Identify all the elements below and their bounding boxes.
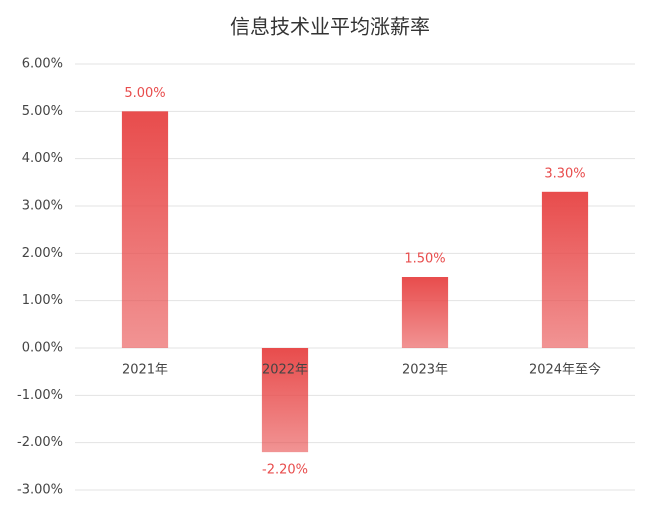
y-tick-label: 3.00%: [22, 199, 63, 214]
y-tick-label: 5.00%: [22, 104, 63, 119]
y-tick-label: -3.00%: [17, 483, 63, 498]
chart-title: 信息技术业平均涨薪率: [230, 15, 430, 39]
value-label: 3.30%: [544, 166, 585, 181]
y-tick-label: -2.00%: [17, 435, 63, 450]
x-tick-label: 2022年: [262, 363, 308, 378]
x-tick-label: 2023年: [402, 363, 448, 378]
y-tick-label: 2.00%: [22, 246, 63, 261]
y-tick-label: 4.00%: [22, 151, 63, 166]
y-tick-label: 1.00%: [22, 293, 63, 308]
y-tick-label: 6.00%: [22, 57, 63, 72]
y-tick-label: 0.00%: [22, 341, 63, 356]
value-label: -2.20%: [262, 463, 308, 478]
bar: [261, 348, 309, 453]
bar: [541, 191, 589, 348]
x-tick-label: 2021年: [122, 363, 168, 378]
bar: [401, 277, 449, 348]
value-label: 1.50%: [404, 252, 445, 267]
x-tick-label: 2024年至今: [529, 362, 601, 378]
bar: [121, 111, 169, 348]
y-tick-label: -1.00%: [17, 388, 63, 403]
value-label: 5.00%: [124, 86, 165, 101]
